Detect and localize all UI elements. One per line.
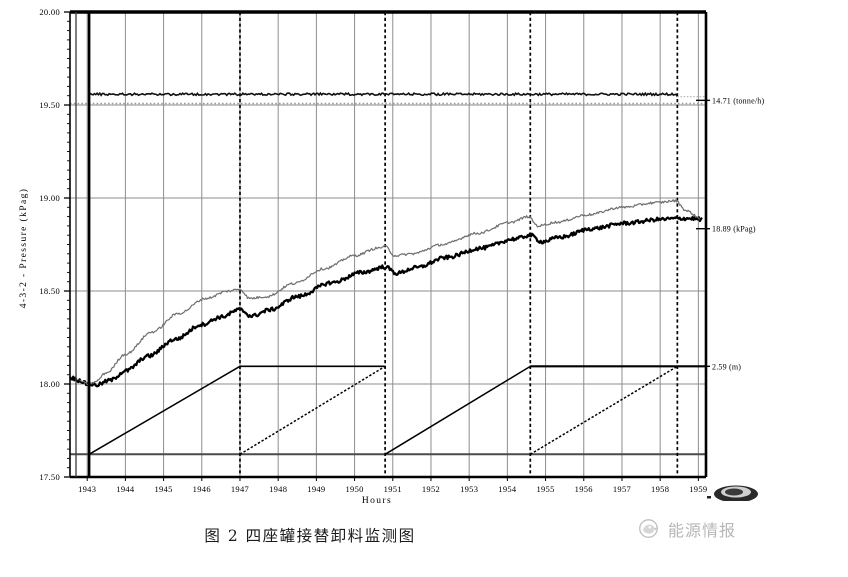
gridlines [70,12,706,477]
x-tick-label: 1959 [689,484,707,494]
data-series [69,91,706,455]
plot-frame [69,10,708,479]
bird-circle-logo-icon [639,519,658,538]
tank-level-ramps [88,365,706,455]
y-tick-label: 17.50 [39,472,60,482]
value-annotations: 14.71 (tonne/h) 18.89 (kPag) 2.59 (m) [696,96,764,371]
x-tick-label: 1951 [384,484,402,494]
x-tick-label: 1948 [269,484,287,494]
y-tick-label: 19.50 [39,100,60,110]
y-tick-label: 20.00 [39,7,60,17]
y-tick-label: 18.50 [39,286,60,296]
chart-plot-area: 1943 1944 1945 1946 1947 1948 1949 1950 1951 1952… [18,7,764,506]
x-tick-label: 1946 [193,484,211,494]
x-tick-label: 1956 [575,484,593,494]
chart-svg: 1943 1944 1945 1946 1947 1948 1949 1950 1951 1952… [18,7,764,506]
x-axis-tick-labels: 1943 1944 1945 1946 1947 1948 1949 1950 1951 1952… [78,484,707,494]
watermark: 能源情报 [636,516,736,541]
watermark-text: 能源情报 [668,520,737,540]
pressure-value: 18.89 (kPag) [712,225,756,234]
x-tick-label: 1957 [613,484,631,494]
reference-lines [70,102,706,456]
axis-ticks [64,11,699,481]
x-tick-label: 1954 [498,484,517,494]
y-axis-tick-labels: 17.50 18.00 18.50 19.00 19.50 20.00 [39,7,60,482]
y-tick-label: 19.00 [39,193,60,203]
x-tick-label: 1945 [154,484,172,494]
x-tick-label: 1947 [231,484,249,494]
flow-rate-value: 14.71 (tonne/h) [712,96,764,105]
x-tick-label: 1944 [116,484,135,494]
x-tick-label: 1953 [460,484,478,494]
x-tick-label: 1949 [307,484,325,494]
x-tick-label: 1958 [651,484,669,494]
y-axis-title: 4-3-2 - Pressure (kPag) [18,188,29,309]
x-axis-title: Hours [362,496,392,506]
level-value: 2.59 (m) [712,362,741,371]
x-tick-label: 1943 [78,484,96,494]
x-tick-label: 1955 [536,484,554,494]
figure-caption: 图 2 四座罐接替卸料监测图 [204,527,416,545]
event-lines [239,12,679,477]
x-tick-label: 1950 [345,484,363,494]
x-tick-label: 1952 [422,484,440,494]
y-tick-label: 18.00 [39,379,60,389]
